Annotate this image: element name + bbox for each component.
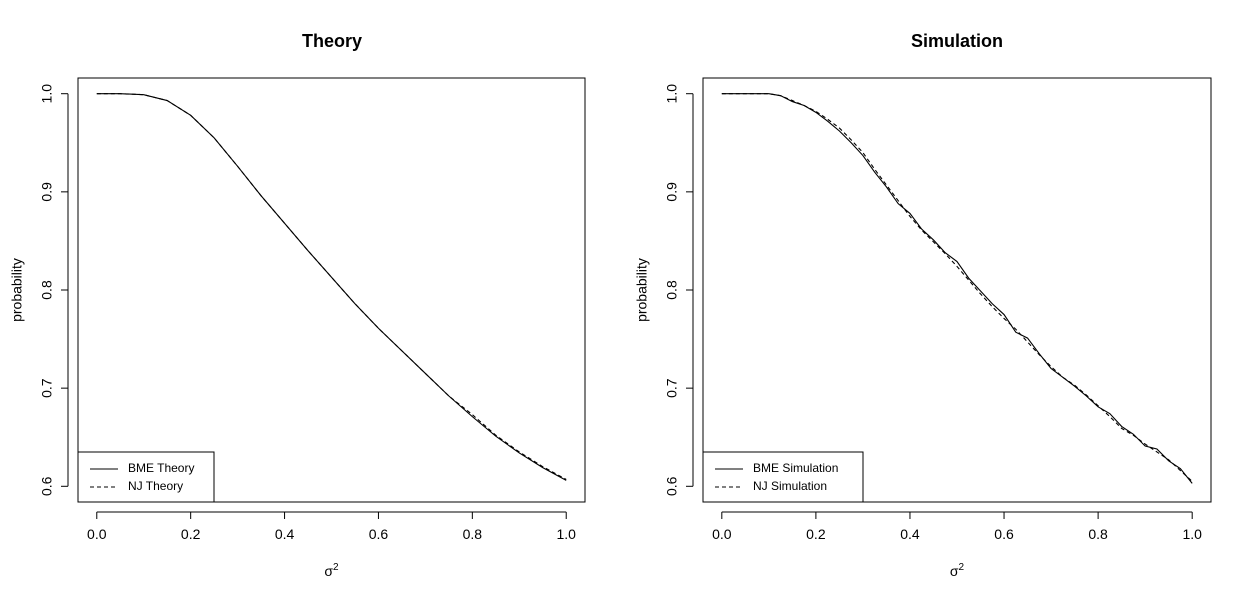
x-tick-label: 0.2 bbox=[181, 526, 201, 542]
y-axis-label: probability bbox=[634, 258, 650, 322]
y-tick-label: 0.7 bbox=[664, 378, 680, 398]
y-tick-label: 0.8 bbox=[39, 280, 55, 300]
y-tick-label: 0.8 bbox=[664, 280, 680, 300]
legend-label-0: BME Theory bbox=[128, 461, 194, 475]
x-tick-label: 1.0 bbox=[1182, 526, 1202, 542]
chart-title: Simulation bbox=[911, 31, 1003, 51]
x-tick-label: 0.8 bbox=[463, 526, 483, 542]
legend-label-1: NJ Theory bbox=[128, 479, 183, 493]
legend-box bbox=[77, 451, 215, 503]
legend: BME Simulation NJ Simulation bbox=[702, 451, 864, 503]
chart-1: Simulation 0.0 0.2 0.4 0.6 0.8 1.0 0.6 0.7 0.8 0.9… bbox=[634, 31, 1212, 579]
plot-frame bbox=[702, 77, 1212, 503]
series-line-0 bbox=[96, 93, 567, 481]
x-tick-label: 0.0 bbox=[712, 526, 732, 542]
y-tick-label: 1.0 bbox=[39, 84, 55, 104]
plot-frame bbox=[77, 77, 586, 503]
series-line-1 bbox=[721, 93, 1193, 482]
x-axis-label-superscript: 2 bbox=[959, 562, 965, 573]
y-tick-label: 0.6 bbox=[39, 476, 55, 496]
legend-label-0: BME Simulation bbox=[753, 461, 838, 475]
x-tick-label: 0.4 bbox=[900, 526, 920, 542]
y-tick-label: 0.7 bbox=[39, 378, 55, 398]
legend-label-1: NJ Simulation bbox=[753, 479, 827, 493]
x-axis-label-superscript: 2 bbox=[333, 562, 339, 573]
x-tick-label: 0.2 bbox=[806, 526, 826, 542]
x-tick-label: 0.4 bbox=[275, 526, 295, 542]
y-tick-label: 1.0 bbox=[664, 84, 680, 104]
x-tick-label: 0.0 bbox=[87, 526, 107, 542]
legend: BME Theory NJ Theory bbox=[77, 451, 215, 503]
y-tick-label: 0.9 bbox=[664, 182, 680, 202]
y-tick-label: 0.9 bbox=[39, 182, 55, 202]
legend-box bbox=[702, 451, 864, 503]
x-tick-label: 0.6 bbox=[994, 526, 1014, 542]
y-tick-label: 0.6 bbox=[664, 476, 680, 496]
x-tick-label: 1.0 bbox=[556, 526, 576, 542]
y-axis-label: probability bbox=[9, 258, 25, 322]
series-line-0 bbox=[721, 93, 1193, 484]
series-line-1 bbox=[96, 93, 567, 480]
chart-title: Theory bbox=[302, 31, 362, 51]
x-axis-label: σ2 bbox=[950, 562, 965, 579]
chart-0: Theory 0.0 0.2 0.4 0.6 0.8 1.0 0.6 0.7 0.8 0.9 1.0 σ… bbox=[9, 31, 586, 579]
x-tick-label: 0.6 bbox=[369, 526, 389, 542]
x-axis-label: σ2 bbox=[324, 562, 339, 579]
x-tick-label: 0.8 bbox=[1088, 526, 1108, 542]
